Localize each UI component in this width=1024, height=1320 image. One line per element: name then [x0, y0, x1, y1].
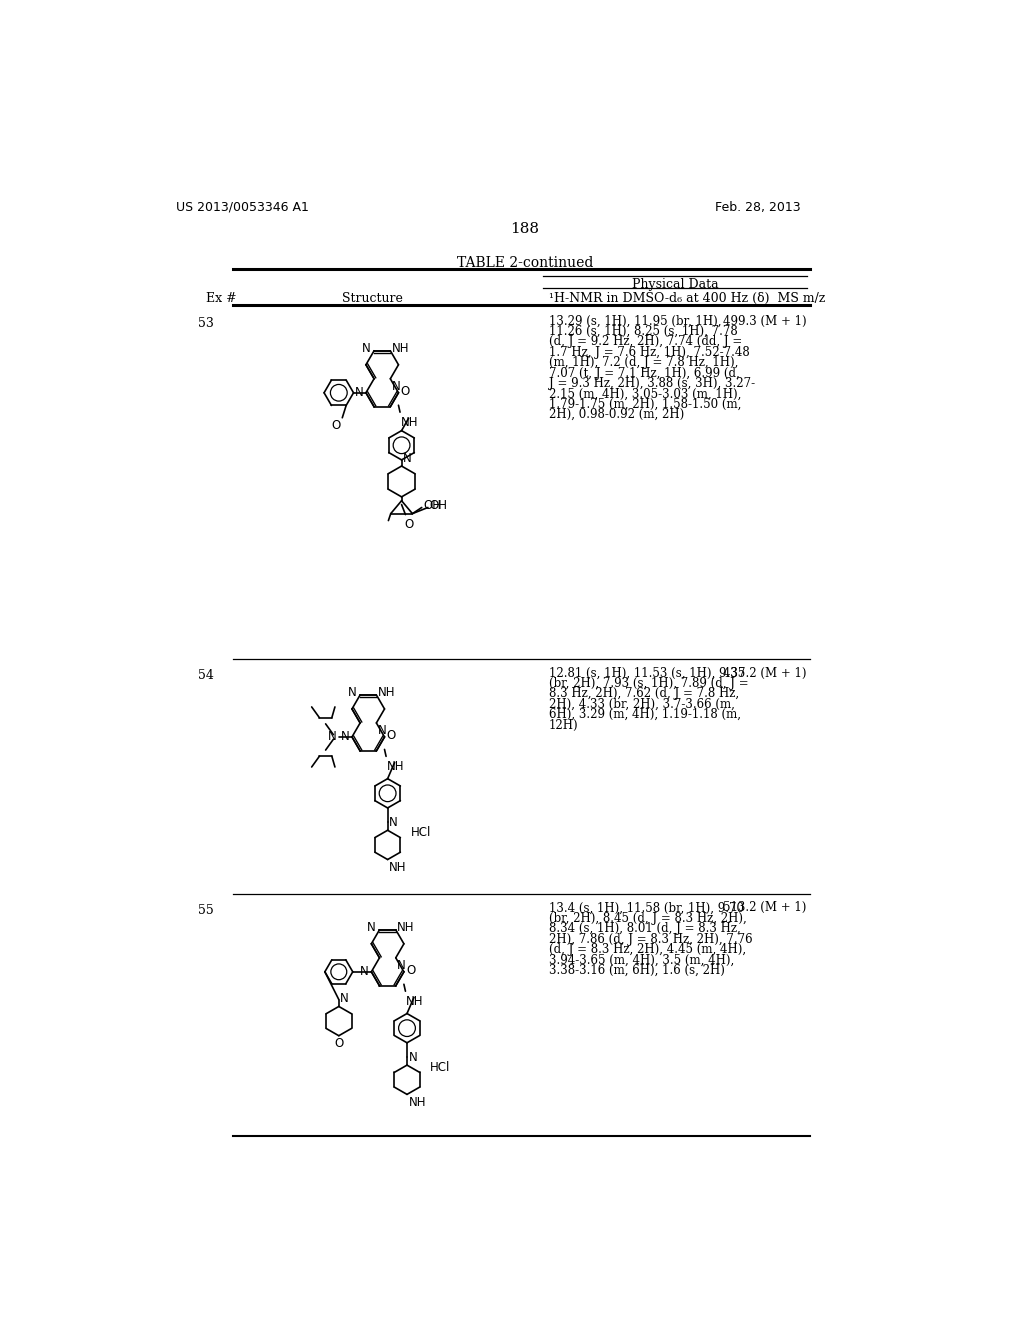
- Text: 2H), 4.33 (br, 2H), 3.7-3.66 (m,: 2H), 4.33 (br, 2H), 3.7-3.66 (m,: [549, 698, 734, 710]
- Text: N: N: [378, 725, 387, 738]
- Text: 53: 53: [198, 317, 214, 330]
- Text: O: O: [387, 729, 396, 742]
- Text: 13.4 (s, 1H), 11.58 (br, 1H), 9.70: 13.4 (s, 1H), 11.58 (br, 1H), 9.70: [549, 902, 743, 915]
- Text: N: N: [355, 387, 364, 399]
- Text: 6H), 3.29 (m, 4H), 1.19-1.18 (m,: 6H), 3.29 (m, 4H), 1.19-1.18 (m,: [549, 708, 740, 721]
- Text: NH: NH: [409, 1096, 426, 1109]
- Text: Structure: Structure: [342, 293, 403, 305]
- Text: 54: 54: [198, 669, 214, 682]
- Text: 7.07 (t, J = 7.1 Hz, 1H), 6.99 (d,: 7.07 (t, J = 7.1 Hz, 1H), 6.99 (d,: [549, 367, 739, 380]
- Text: N: N: [403, 451, 412, 465]
- Text: NH: NH: [397, 921, 415, 935]
- Text: 513.2 (M + 1): 513.2 (M + 1): [723, 902, 807, 915]
- Text: 12H): 12H): [549, 718, 579, 731]
- Text: 11.26 (s, 1H), 8.25 (s, 1H), 7.78: 11.26 (s, 1H), 8.25 (s, 1H), 7.78: [549, 325, 737, 338]
- Text: (d, J = 9.2 Hz, 2H), 7.74 (dd, J =: (d, J = 9.2 Hz, 2H), 7.74 (dd, J =: [549, 335, 742, 348]
- Text: O: O: [334, 1038, 343, 1051]
- Text: O: O: [407, 964, 416, 977]
- Text: NH: NH: [378, 686, 395, 700]
- Text: 3.94-3.65 (m, 4H), 3.5 (m, 4H),: 3.94-3.65 (m, 4H), 3.5 (m, 4H),: [549, 953, 734, 966]
- Text: NH: NH: [400, 416, 418, 429]
- Text: N: N: [361, 342, 371, 355]
- Text: US 2013/0053346 A1: US 2013/0053346 A1: [176, 201, 309, 214]
- Text: HCl: HCl: [430, 1060, 451, 1073]
- Text: N: N: [409, 1051, 418, 1064]
- Text: 8.3 Hz, 2H), 7.62 (d, J = 7.8 Hz,: 8.3 Hz, 2H), 7.62 (d, J = 7.8 Hz,: [549, 688, 739, 701]
- Text: (m, 1H), 7.2 (d, J = 7.8 Hz, 1H),: (m, 1H), 7.2 (d, J = 7.8 Hz, 1H),: [549, 356, 738, 370]
- Text: NH: NH: [407, 995, 424, 1008]
- Text: N: N: [328, 730, 337, 743]
- Text: OH: OH: [423, 499, 441, 512]
- Text: (br, 2H), 8.45 (d, J = 8.3 Hz, 2H),: (br, 2H), 8.45 (d, J = 8.3 Hz, 2H),: [549, 912, 746, 925]
- Text: 3.38-3.16 (m, 6H), 1.6 (s, 2H): 3.38-3.16 (m, 6H), 1.6 (s, 2H): [549, 964, 725, 977]
- Text: ¹H-NMR in DMSO-d₆ at 400 Hz (δ)  MS m/z: ¹H-NMR in DMSO-d₆ at 400 Hz (δ) MS m/z: [549, 293, 825, 305]
- Text: N: N: [340, 991, 349, 1005]
- Text: HCl: HCl: [411, 825, 431, 838]
- Text: O: O: [332, 420, 341, 432]
- Text: 437.2 (M + 1): 437.2 (M + 1): [723, 667, 807, 680]
- Text: N: N: [389, 816, 398, 829]
- Text: Physical Data: Physical Data: [632, 277, 719, 290]
- Text: J = 9.3 Hz, 2H), 3.88 (s, 3H), 3.27-: J = 9.3 Hz, 2H), 3.88 (s, 3H), 3.27-: [549, 378, 755, 391]
- Text: NH: NH: [387, 760, 404, 774]
- Text: N: N: [341, 730, 349, 743]
- Text: 2H), 0.98-0.92 (m, 2H): 2H), 0.98-0.92 (m, 2H): [549, 408, 684, 421]
- Text: 2.15 (m, 4H), 3.05-3.03 (m, 1H),: 2.15 (m, 4H), 3.05-3.03 (m, 1H),: [549, 388, 741, 400]
- Text: 8.34 (s, 1H), 8.01 (d, J = 8.3 Hz,: 8.34 (s, 1H), 8.01 (d, J = 8.3 Hz,: [549, 923, 740, 936]
- Text: 188: 188: [510, 222, 540, 236]
- Text: 2H), 7.86 (d, J = 8.3 Hz, 2H), 7.76: 2H), 7.86 (d, J = 8.3 Hz, 2H), 7.76: [549, 933, 753, 945]
- Text: Feb. 28, 2013: Feb. 28, 2013: [715, 201, 801, 214]
- Text: 13.29 (s, 1H), 11.95 (br, 1H),: 13.29 (s, 1H), 11.95 (br, 1H),: [549, 314, 721, 327]
- Text: NH: NH: [392, 342, 410, 355]
- Text: N: N: [397, 960, 407, 973]
- Text: TABLE 2-continued: TABLE 2-continued: [457, 256, 593, 271]
- Text: N: N: [347, 686, 356, 700]
- Text: Ex #: Ex #: [206, 293, 237, 305]
- Text: (d, J = 8.3 Hz, 2H), 4.45 (m, 4H),: (d, J = 8.3 Hz, 2H), 4.45 (m, 4H),: [549, 942, 745, 956]
- Text: 499.3 (M + 1): 499.3 (M + 1): [723, 314, 807, 327]
- Text: N: N: [392, 380, 400, 393]
- Text: 12.81 (s, 1H), 11.53 (s, 1H), 9.35: 12.81 (s, 1H), 11.53 (s, 1H), 9.35: [549, 667, 745, 680]
- Text: O: O: [403, 517, 413, 531]
- Text: N: N: [360, 965, 369, 978]
- Text: N: N: [367, 921, 376, 935]
- Text: OH: OH: [429, 499, 447, 512]
- Text: NH: NH: [389, 861, 407, 874]
- Text: O: O: [400, 384, 410, 397]
- Text: 1.79-1.75 (m, 2H), 1.58-1.50 (m,: 1.79-1.75 (m, 2H), 1.58-1.50 (m,: [549, 397, 741, 411]
- Text: 55: 55: [198, 904, 213, 917]
- Text: (br, 2H), 7.93 (s, 1H), 7.89 (d, J =: (br, 2H), 7.93 (s, 1H), 7.89 (d, J =: [549, 677, 749, 690]
- Text: 1.7 Hz, J = 7.6 Hz, 1H), 7.52-7.48: 1.7 Hz, J = 7.6 Hz, 1H), 7.52-7.48: [549, 346, 750, 359]
